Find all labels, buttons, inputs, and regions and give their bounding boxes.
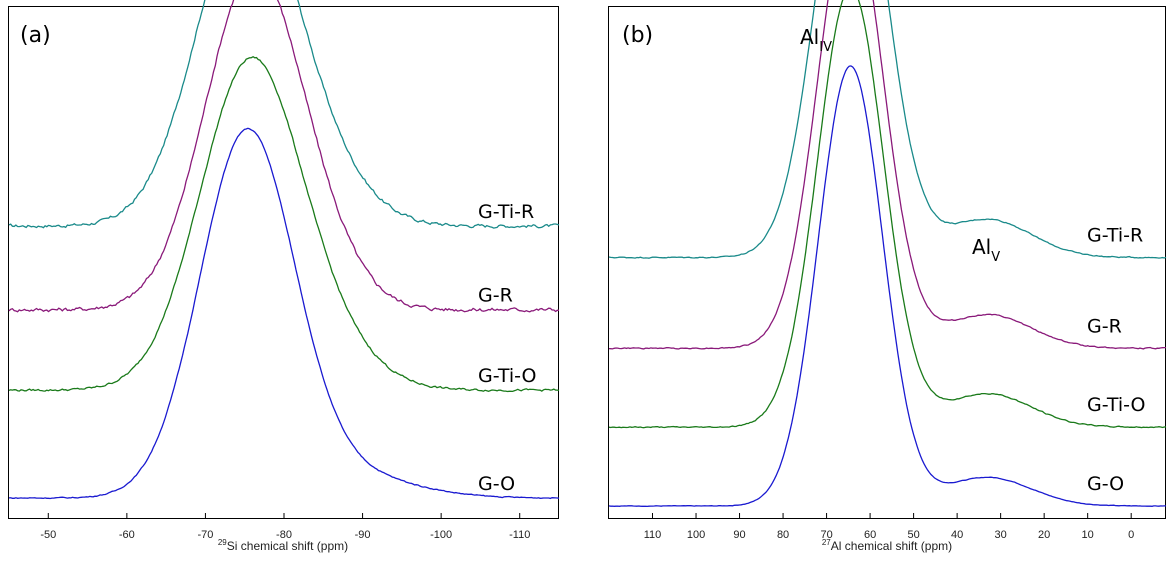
panel-b-x-axis-title: 27Al chemical shift (ppm): [822, 538, 952, 553]
annotation-al-v-text: Al: [972, 235, 991, 259]
x-tick-label: 100: [687, 529, 705, 541]
panel-b-label: (b): [622, 23, 653, 48]
panel-b-x-axis-isotope: 27: [822, 538, 831, 547]
panel-b: (b) 110 100 90 80 70 60 50 40 30 20 10 0 G-Ti-RG-RG…: [608, 0, 1167, 553]
series-label: G-Ti-O: [478, 365, 536, 387]
panel-b-series-labels: G-Ti-R G-R G-Ti-O G-O: [1087, 224, 1145, 495]
spectrum-line: [608, 0, 1167, 259]
series-label: G-R: [1087, 315, 1122, 337]
panel-a-x-axis-isotope: 29: [218, 538, 227, 547]
x-tick-label: 0: [1128, 529, 1134, 541]
annotation-al-iv-sub: IV: [819, 40, 832, 55]
x-tick-label: -60: [119, 529, 135, 541]
annotation-al-v-sub: V: [991, 250, 1000, 265]
x-tick-label: -70: [197, 529, 213, 541]
series-label: G-R: [478, 285, 513, 307]
panel-b-x-ticks: 110 100 90 80 70 60 50 40 30 20 10 0: [644, 513, 1134, 541]
x-tick-label: -90: [355, 529, 371, 541]
panel-a: (a) -50 -60 -70 -80 -90 -100 -110 G-Ti-RG-RG-T…: [8, 0, 560, 553]
x-tick-label: 80: [777, 529, 789, 541]
panel-a-spectra: [8, 0, 560, 500]
spectrum-line: [8, 127, 560, 500]
panel-b-x-axis-text: Al chemical shift (ppm): [831, 539, 952, 553]
x-tick-label: 30: [995, 529, 1007, 541]
panel-b-frame: [608, 6, 1166, 519]
series-label: G-Ti-O: [1087, 394, 1145, 416]
panel-a-x-axis-title: 29Si chemical shift (ppm): [218, 538, 348, 553]
spectrum-line: [8, 0, 560, 229]
annotation-al-v: AlV: [972, 235, 1000, 265]
spectrum-line: [608, 0, 1167, 429]
panel-a-x-ticks: -50 -60 -70 -80 -90 -100 -110: [40, 513, 530, 541]
x-tick-label: 40: [951, 529, 963, 541]
x-tick-label: -80: [276, 529, 292, 541]
series-label: G-O: [478, 473, 515, 495]
x-tick-label: 10: [1082, 529, 1094, 541]
x-tick-label: 70: [820, 529, 832, 541]
x-tick-label: -50: [40, 529, 56, 541]
series-label: G-Ti-R: [1087, 224, 1143, 246]
x-tick-label: -110: [509, 529, 530, 541]
annotation-al-iv: AlIV: [800, 25, 832, 55]
spectrum-line: [608, 65, 1166, 508]
x-tick-label: 20: [1038, 529, 1050, 541]
x-tick-label: 60: [864, 529, 876, 541]
series-label: G-O: [1087, 473, 1124, 495]
spectrum-line: [608, 0, 1166, 350]
series-label: G-Ti-R: [478, 201, 534, 223]
spectrum-line: [8, 0, 559, 313]
x-tick-label: -100: [430, 529, 452, 541]
panel-a-label: (a): [20, 23, 51, 48]
x-tick-label: 110: [644, 529, 662, 541]
panel-b-spectra: [608, 0, 1167, 508]
panel-a-frame: [8, 6, 559, 519]
panel-a-x-axis-text: Si chemical shift (ppm): [227, 539, 348, 553]
spectrum-line: [8, 55, 560, 393]
x-tick-label: 50: [907, 529, 919, 541]
panel-a-series-labels: G-Ti-R G-R G-Ti-O G-O: [478, 201, 536, 495]
annotation-al-iv-text: Al: [800, 25, 819, 49]
x-tick-label: 90: [733, 529, 745, 541]
